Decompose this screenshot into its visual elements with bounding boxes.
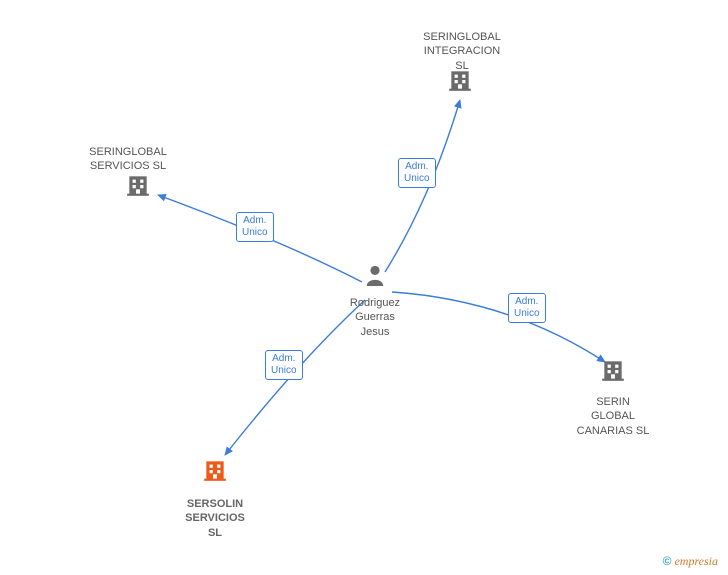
- company-icon-sersolin_servicios: [202, 457, 228, 492]
- company-label-seringlobal_servicios: SERINGLOBAL SERVICIOS SL: [73, 145, 183, 174]
- company-label-serin_global_canarias: SERIN GLOBAL CANARIAS SL: [558, 395, 668, 438]
- copyright-symbol: ©: [663, 554, 672, 568]
- edge-label-seringlobal_integracion: Adm. Unico: [398, 158, 436, 188]
- company-name: SERSOLIN SERVICIOS SL: [160, 497, 270, 540]
- building-icon: [600, 357, 626, 388]
- company-label-sersolin_servicios: SERSOLIN SERVICIOS SL: [160, 497, 270, 540]
- company-name: SERIN GLOBAL CANARIAS SL: [558, 395, 668, 438]
- building-icon: [202, 457, 228, 488]
- brand-name: empresia: [674, 554, 718, 568]
- company-name: SERINGLOBAL INTEGRACION SL: [407, 30, 517, 73]
- edge-label-seringlobal_servicios: Adm. Unico: [236, 212, 274, 242]
- company-label-seringlobal_integracion: SERINGLOBAL INTEGRACION SL: [407, 30, 517, 73]
- company-icon-seringlobal_servicios: [125, 172, 151, 207]
- edge-serin_global_canarias: [392, 292, 605, 362]
- company-icon-serin_global_canarias: [600, 357, 626, 392]
- person-label: Rodriguez Guerras Jesus: [335, 296, 415, 339]
- building-icon: [125, 172, 151, 203]
- watermark: ©empresia: [663, 554, 718, 569]
- person-node: Rodriguez Guerras Jesus: [335, 263, 415, 339]
- edge-label-serin_global_canarias: Adm. Unico: [508, 293, 546, 323]
- edge-label-sersolin_servicios: Adm. Unico: [265, 350, 303, 380]
- company-name: SERINGLOBAL SERVICIOS SL: [73, 145, 183, 174]
- person-icon: [364, 263, 386, 292]
